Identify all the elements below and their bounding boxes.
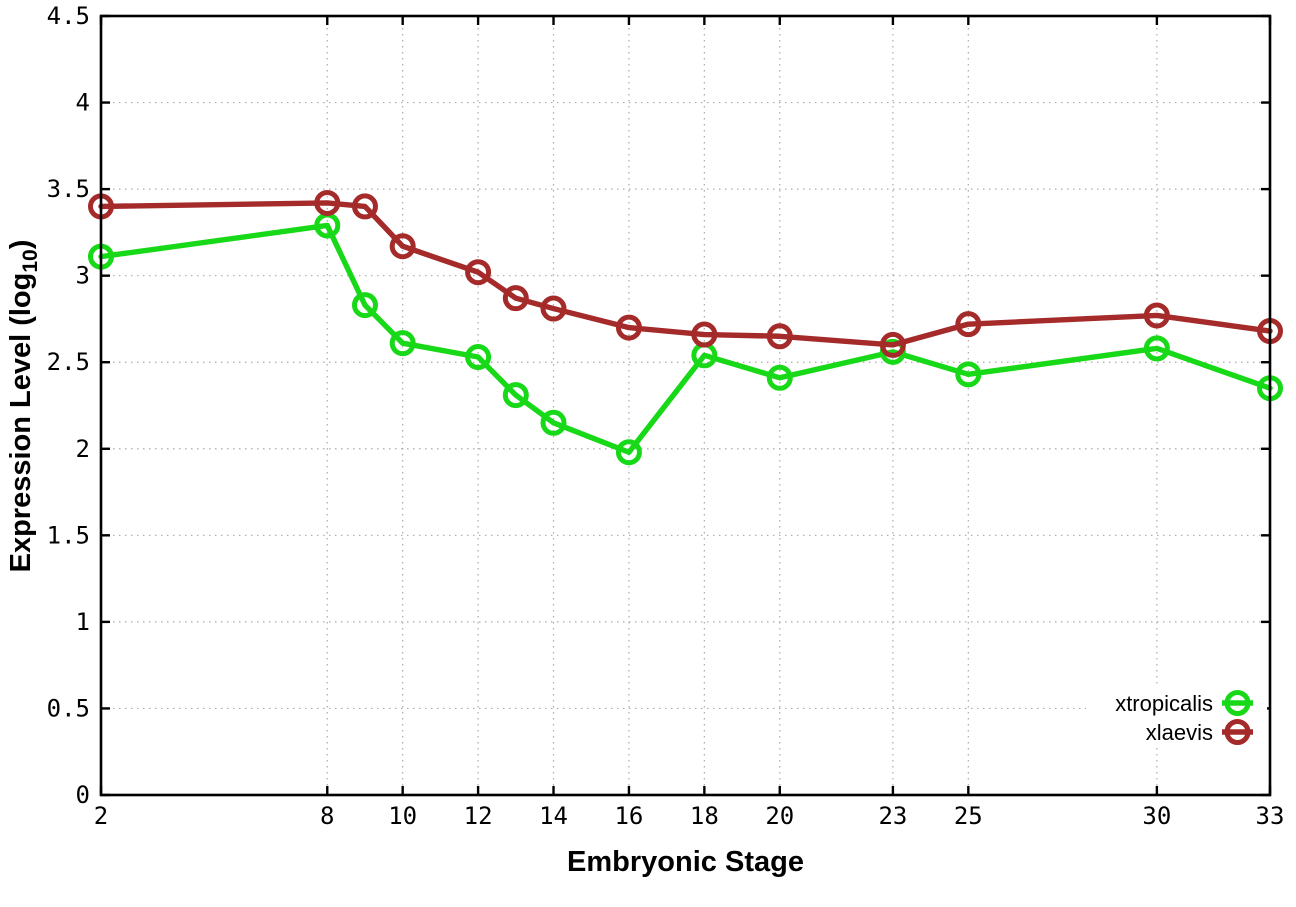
x-tick-label: 12 — [464, 802, 493, 830]
data-point-xtropicalis — [766, 364, 793, 391]
y-tick-label: 4 — [76, 89, 90, 117]
y-tick-label: 2 — [76, 435, 90, 463]
x-tick-label: 30 — [1142, 802, 1171, 830]
data-point-xtropicalis — [615, 439, 642, 466]
data-point-xlaevis — [955, 311, 982, 338]
legend-label-xlaevis: xlaevis — [1146, 720, 1213, 745]
data-point-xlaevis — [766, 323, 793, 350]
y-tick-label: 3.5 — [47, 175, 90, 203]
data-point-xtropicalis — [465, 344, 492, 371]
x-tick-label: 16 — [614, 802, 643, 830]
series-line-xtropicalis — [98, 222, 1273, 455]
data-point-xlaevis — [389, 233, 416, 260]
x-tick-label: 14 — [539, 802, 568, 830]
plot-border — [99, 14, 1272, 797]
data-point-xlaevis — [465, 259, 492, 286]
series-xtropicalis — [88, 212, 1283, 466]
legend-marker-xlaevis — [1224, 719, 1251, 745]
x-tick-label: 25 — [954, 802, 983, 830]
series-xlaevis — [88, 189, 1283, 358]
data-point-xlaevis — [1143, 302, 1170, 329]
y-tick-label: 0.5 — [47, 694, 90, 722]
data-point-xtropicalis — [1143, 335, 1170, 362]
series-line-xlaevis — [98, 200, 1273, 348]
gridlines — [101, 16, 1270, 795]
data-point-xtropicalis — [540, 409, 567, 436]
legend-marker-xtropicalis — [1224, 690, 1251, 716]
legend-row-xtropicalis: xtropicalis — [1115, 690, 1253, 716]
data-point-xtropicalis — [351, 292, 378, 319]
data-point-xlaevis — [615, 314, 642, 341]
data-point-xlaevis — [879, 331, 906, 358]
legend-label-xtropicalis: xtropicalis — [1115, 691, 1213, 716]
y-tick-label: 4.5 — [47, 2, 90, 30]
x-tick-label: 23 — [878, 802, 907, 830]
data-point-xlaevis — [502, 285, 529, 312]
legend: xtropicalis xlaevis — [1086, 684, 1267, 748]
y-tick-label: 3 — [76, 262, 90, 290]
y-tick-label: 0 — [76, 781, 90, 809]
data-point-xtropicalis — [955, 361, 982, 388]
y-tick-label: 2.5 — [47, 348, 90, 376]
x-tick-labels: 2 8 10 12 14 16 18 20 23 25 30 33 — [94, 802, 1285, 830]
y-tick-labels: 0 0.5 1 1.5 2 2.5 3 3.5 4 4.5 — [47, 2, 90, 809]
data-point-xtropicalis — [502, 382, 529, 409]
y-tick-label: 1 — [76, 608, 90, 636]
x-tick-label: 18 — [690, 802, 719, 830]
y-axis-label: Expression Level (log10) — [5, 240, 42, 573]
tick-marks — [99, 14, 1272, 797]
x-tick-label: 8 — [320, 802, 334, 830]
data-point-xtropicalis — [389, 330, 416, 357]
x-tick-label: 2 — [94, 802, 108, 830]
data-point-xlaevis — [540, 295, 567, 322]
legend-row-xlaevis: xlaevis — [1146, 719, 1253, 745]
data-point-xlaevis — [351, 193, 378, 220]
data-point-xlaevis — [314, 189, 341, 216]
x-tick-label: 20 — [765, 802, 794, 830]
x-tick-label: 10 — [388, 802, 417, 830]
x-tick-label: 33 — [1256, 802, 1285, 830]
y-tick-label: 1.5 — [47, 521, 90, 549]
x-axis-label: Embryonic Stage — [567, 846, 804, 878]
data-point-xlaevis — [691, 321, 718, 348]
